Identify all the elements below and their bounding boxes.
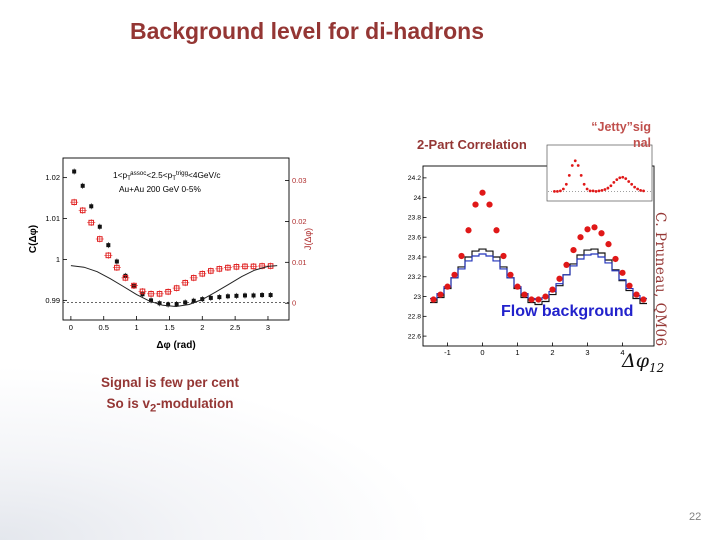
page-number: 22 (689, 511, 702, 523)
left-right-ytick-label: 0 (292, 299, 296, 308)
right-ytick-label: 24 (413, 195, 421, 202)
notes-text: Signal is few per cent So is v2-modulati… (58, 373, 282, 418)
notes-line2-post: -modulation (156, 395, 234, 411)
jetty-signal-inset (546, 144, 653, 202)
right-xtick-label: 3 (585, 348, 589, 357)
dihadron-correlation-svg: 0.99 1 1.01 1.02 0 0.01 0.02 0.03 0 0.5 1 1.5 2 2.5 3 Δ… (28, 157, 313, 351)
notes-line1: Signal is few per cent (100, 375, 240, 390)
left-ytick-label: 1.01 (45, 214, 60, 223)
dphi12-axis-label: Δφ12 (622, 350, 664, 375)
slide-title: Background level for di-hadrons (130, 18, 484, 44)
left-xtick-label: 0.5 (99, 323, 109, 332)
dphi12-subscript: 12 (649, 360, 665, 375)
right-xtick-label: 1 (515, 348, 519, 357)
right-ytick-label: 23.8 (408, 215, 421, 222)
left-xaxis-title: Δφ (rad) (156, 340, 195, 351)
dphi12-symbol: Δφ (622, 350, 650, 372)
flow-background-label: Flow background (501, 303, 634, 320)
left-xtick-label: 1 (134, 323, 138, 332)
left-xtick-label: 3 (266, 323, 270, 332)
left-xtick-label: 2 (200, 323, 204, 332)
left-right-ytick-label: 0.01 (292, 258, 307, 267)
notes-line2-pre: So is v (106, 395, 150, 411)
left-right-yaxis-title: J(Δφ) (303, 228, 313, 250)
jetty-signal-label: “Jetty”sig nal (571, 120, 651, 151)
right-xtick-label: -1 (444, 348, 451, 357)
left-yaxis-title: C(Δφ) (28, 225, 39, 253)
left-ytick-label: 0.99 (45, 296, 60, 305)
right-ytick-label: 23.4 (408, 254, 421, 261)
flow-background-histogram-black (430, 248, 647, 306)
jetty-signal-label-line1: “Jetty”sig (591, 120, 651, 134)
left-xtick-label: 2.5 (230, 323, 240, 332)
right-xtick-label: 0 (480, 348, 484, 357)
right-xtick-label: 4 (620, 348, 624, 357)
two-part-correlation-chart: 22.6 22.8 23 23.2 23.4 23.6 23.8 24 24.2 -1 0 1 2 3 4 (396, 136, 661, 381)
left-right-ytick-label: 0.02 (292, 217, 307, 226)
right-xtick-label: 2 (550, 348, 554, 357)
notes-line2: So is v2-modulation (58, 394, 282, 418)
dihadron-correlation-chart: 0.99 1 1.01 1.02 0 0.01 0.02 0.03 0 0.5 1 1.5 2 2.5 3 Δ… (26, 150, 316, 356)
left-xtick-label: 0 (69, 323, 73, 332)
left-annotation-system: Au+Au 200 GeV 0-5% (119, 184, 201, 194)
notes-line2-sub: 2 (150, 402, 157, 415)
right-ytick-label: 22.8 (408, 314, 421, 321)
left-axes: 0.99 1 1.01 1.02 0 0.01 0.02 0.03 0 0.5 1 1.5 2 2.5 3 (45, 173, 306, 332)
right-ytick-label: 23.6 (408, 235, 421, 242)
right-ytick-label: 23 (413, 294, 421, 301)
left-ytick-label: 1 (56, 255, 60, 264)
inset-frame (546, 144, 653, 202)
left-xtick-label: 1.5 (164, 323, 174, 332)
jetty-signal-label-line2: nal (632, 135, 651, 150)
right-ytick-label: 23.2 (408, 274, 421, 281)
series-red-circles (430, 189, 647, 303)
left-annotation-kinematics: 1<pTassoc<2.5<pTtrigg<4GeV/c (113, 170, 221, 182)
credit-vertical-text: C. Pruneau, QM06 (652, 212, 668, 347)
right-ytick-label: 22.6 (408, 333, 421, 340)
left-right-ytick-label: 0.03 (292, 176, 307, 185)
two-part-correlation-label: 2-Part Correlation (417, 137, 527, 152)
left-ytick-label: 1.02 (45, 173, 60, 182)
right-ytick-label: 24.2 (408, 175, 421, 182)
flow-fit-curve (70, 265, 278, 308)
